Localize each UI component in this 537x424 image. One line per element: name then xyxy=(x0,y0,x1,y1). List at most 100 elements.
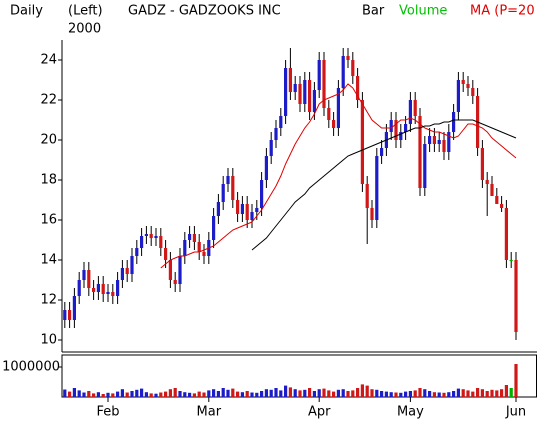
candle-body xyxy=(260,180,264,208)
volume-bar xyxy=(480,389,484,397)
volume-bar xyxy=(144,392,148,397)
candle-body xyxy=(418,116,422,188)
candle-body xyxy=(231,176,235,200)
candle-body xyxy=(92,288,96,292)
volume-bar xyxy=(92,393,96,397)
y-tick-label: 16 xyxy=(40,213,57,228)
volume-bar xyxy=(509,388,513,397)
volume-bar xyxy=(365,385,369,397)
y-tick-label: 24 xyxy=(40,53,57,68)
candle-body xyxy=(500,204,504,208)
moving-average-line xyxy=(251,119,517,251)
volume-legend: Volume xyxy=(399,4,447,19)
volume-bar xyxy=(404,391,408,397)
candle-body xyxy=(226,176,230,184)
volume-bar xyxy=(394,392,398,397)
volume-bar xyxy=(96,392,100,397)
volume-bar xyxy=(346,391,350,397)
volume-bar xyxy=(111,393,115,397)
candle-body xyxy=(63,310,67,320)
volume-bar xyxy=(140,388,144,397)
candle-body xyxy=(120,268,124,280)
volume-bar xyxy=(471,391,475,397)
candle-body xyxy=(346,56,350,60)
volume-bar xyxy=(212,389,216,397)
volume-bar xyxy=(216,391,220,397)
candle-body xyxy=(332,120,336,128)
volume-bar xyxy=(164,391,168,397)
candle-body xyxy=(327,108,331,120)
candle-body xyxy=(432,136,436,144)
candle-body xyxy=(514,260,518,332)
candle-body xyxy=(408,100,412,124)
candle-body xyxy=(116,280,120,296)
chart-title: GADZ - GADZOOKS INC xyxy=(128,4,281,19)
volume-bar xyxy=(485,391,489,397)
volume-bar xyxy=(101,394,105,397)
candle-body xyxy=(173,280,177,284)
candle-body xyxy=(82,270,86,280)
candle-body xyxy=(413,100,417,116)
volume-bar xyxy=(341,389,345,397)
candle-body xyxy=(312,90,316,112)
candle-body xyxy=(255,208,259,212)
year-label: 2000 xyxy=(68,22,101,37)
volume-bar xyxy=(279,390,283,397)
volume-bar xyxy=(236,391,240,397)
candle-body xyxy=(178,256,182,284)
volume-bar xyxy=(231,388,235,397)
candle-body xyxy=(269,140,273,156)
candle-body xyxy=(437,140,441,144)
candle-body xyxy=(183,240,187,256)
candle-body xyxy=(72,296,76,320)
volume-bar xyxy=(312,391,316,397)
ma-legend: MA (P=20 xyxy=(470,4,535,19)
volume-bar xyxy=(461,389,465,397)
volume-bar xyxy=(188,392,192,397)
x-tick-label: Mar xyxy=(197,405,222,420)
volume-bar xyxy=(332,391,336,397)
volume-bar xyxy=(504,385,508,397)
candle-body xyxy=(485,180,489,184)
volume-bar xyxy=(437,392,441,397)
candle-body xyxy=(188,234,192,240)
volume-bar xyxy=(77,390,81,397)
candle-body xyxy=(168,260,172,280)
candle-body xyxy=(303,80,307,104)
volume-bar xyxy=(356,388,360,397)
volume-bar xyxy=(408,391,412,397)
volume-bar xyxy=(327,390,331,397)
volume-bar xyxy=(82,392,86,397)
candle-body xyxy=(192,234,196,242)
candle-body xyxy=(221,184,225,202)
volume-bar xyxy=(370,389,374,397)
side-label: (Left) xyxy=(68,4,103,19)
candle-body xyxy=(144,234,148,236)
volume-bar xyxy=(183,392,187,397)
volume-bar xyxy=(173,388,177,397)
candle-body xyxy=(149,234,153,238)
candle-body xyxy=(197,242,201,252)
candle-body xyxy=(322,60,326,108)
volume-bar xyxy=(221,388,225,397)
volume-bar xyxy=(495,390,499,397)
candle-body xyxy=(480,148,484,180)
candle-body xyxy=(341,56,345,88)
candle-body xyxy=(212,216,216,240)
volume-bar xyxy=(336,389,340,397)
candle-body xyxy=(106,292,110,294)
volume-bar xyxy=(125,392,129,397)
volume-bar xyxy=(490,389,494,397)
candle-body xyxy=(293,84,297,92)
candle-body xyxy=(202,252,206,256)
candle-body xyxy=(87,270,91,288)
candle-body xyxy=(423,144,427,188)
candle-body xyxy=(264,156,268,180)
candle-body xyxy=(504,208,508,260)
candle-body xyxy=(279,116,283,128)
volume-bar xyxy=(245,391,249,397)
volume-bar xyxy=(116,391,120,397)
volume-bar xyxy=(442,392,446,397)
volume-bar xyxy=(135,389,139,397)
candle-body xyxy=(240,204,244,214)
